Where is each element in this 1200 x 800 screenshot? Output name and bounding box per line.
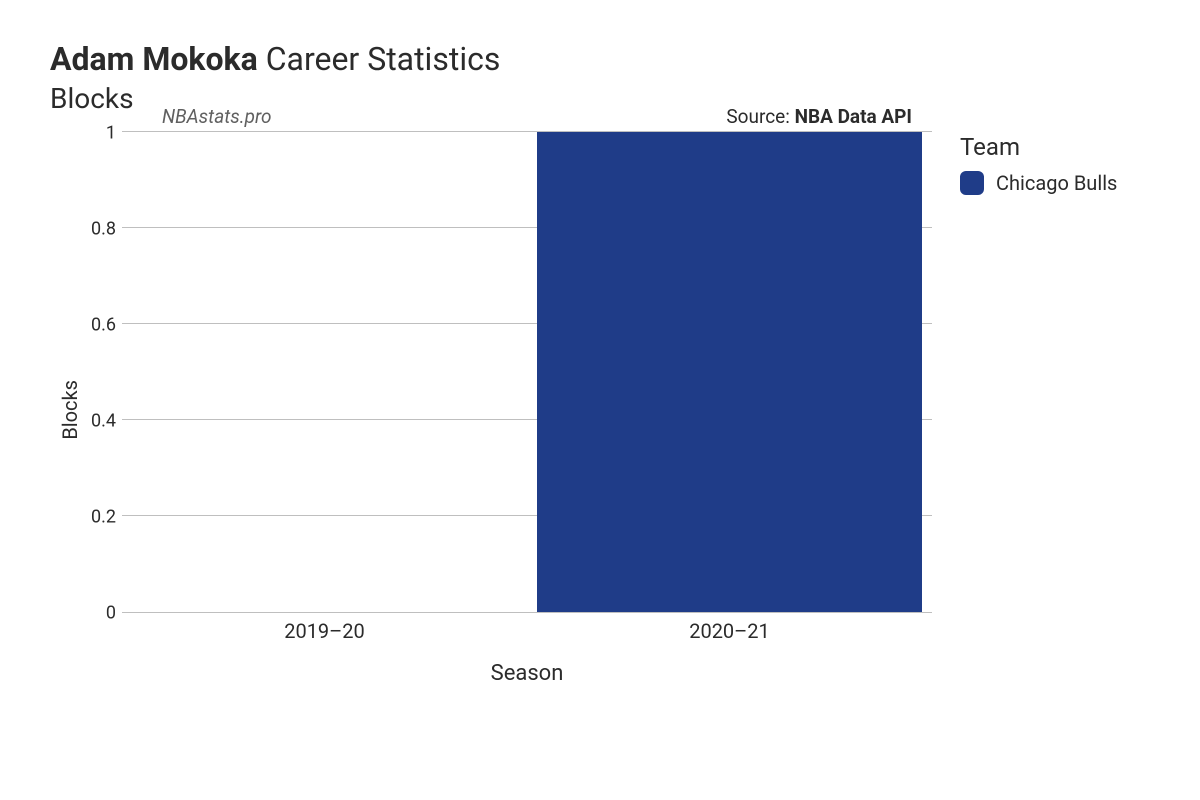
- x-tick-label: 2019–20: [284, 619, 365, 643]
- chart-container: Adam Mokoka Career Statistics Blocks Blo…: [0, 0, 1200, 800]
- y-axis-label: Blocks: [50, 380, 82, 440]
- bar: [537, 132, 922, 612]
- chart-area: Blocks 00.20.40.60.81 NBAstats.pro Sourc…: [50, 133, 1160, 686]
- source-prefix: Source:: [726, 105, 794, 128]
- legend-items: Chicago Bulls: [960, 171, 1117, 195]
- x-axis-label: Season: [122, 661, 932, 686]
- plot-area: NBAstats.pro Source: NBA Data API: [122, 133, 932, 613]
- y-tick-label: 0.4: [91, 411, 116, 432]
- y-tick-label: 0.6: [91, 315, 116, 336]
- watermark-text: NBAstats.pro: [162, 105, 272, 128]
- chart-title: Adam Mokoka Career Statistics: [50, 40, 1160, 78]
- legend-title: Team: [960, 133, 1117, 161]
- x-axis-ticks: 2019–20 2020–21: [122, 613, 932, 643]
- legend-swatch: [960, 171, 984, 195]
- y-tick-label: 0: [106, 603, 116, 624]
- source-name: NBA Data API: [795, 105, 912, 128]
- y-axis-ticks: 00.20.40.60.81: [82, 133, 122, 613]
- player-name: Adam Mokoka: [50, 40, 258, 78]
- y-tick-label: 0.8: [91, 219, 116, 240]
- legend: Team Chicago Bulls: [932, 133, 1117, 686]
- legend-item-label: Chicago Bulls: [996, 171, 1117, 195]
- title-suffix: Career Statistics: [266, 40, 501, 78]
- x-tick-label: 2020–21: [689, 619, 770, 643]
- y-tick-label: 0.2: [91, 507, 116, 528]
- source-label: Source: NBA Data API: [726, 105, 912, 128]
- legend-item: Chicago Bulls: [960, 171, 1117, 195]
- y-tick-label: 1: [106, 123, 116, 144]
